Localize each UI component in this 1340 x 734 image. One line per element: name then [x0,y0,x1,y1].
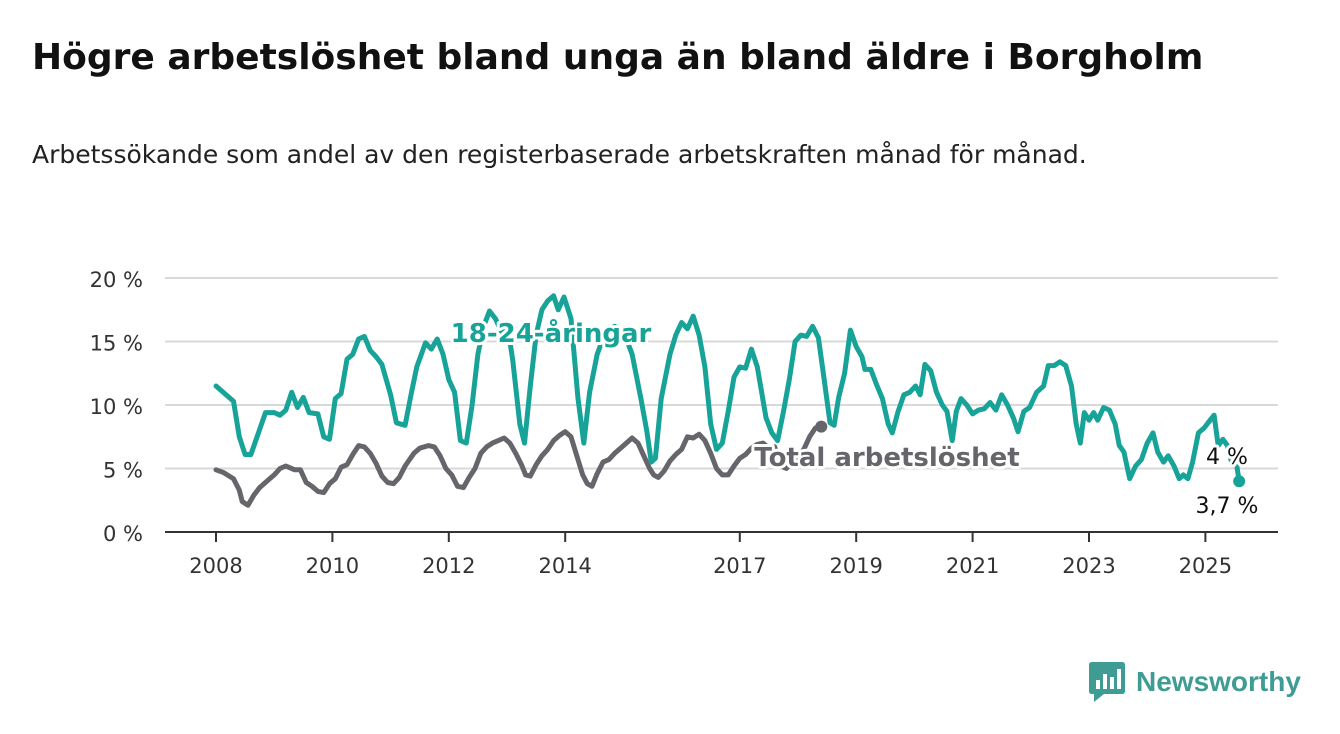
y-tick-label: 0 % [103,522,143,546]
end-label-total: 3,7 % [1196,494,1259,519]
y-tick-label: 5 % [103,459,143,483]
series-label-total: Total arbetslöshet [754,443,1019,473]
series-line-youth [213,293,1242,484]
brand-name: Newsworthy [1136,666,1301,697]
end-label-youth: 4 % [1206,445,1248,470]
brand-logo: Newsworthy [1088,660,1301,704]
series-label-youth: 18-24-åringar [451,317,652,349]
series-end-point-total [815,420,828,433]
x-tick-label: 2019 [829,554,882,578]
x-tick-label: 2017 [713,554,766,578]
x-tick-label: 2025 [1179,554,1232,578]
axes: 0 % 5 % 10 % 15 % 20 % 2008 2010 2012 2014 2017 20… [90,268,1278,578]
x-tick-label: 2012 [422,554,475,578]
series-lines [213,293,1246,508]
series-label-youth: 18-24-åringar [451,317,652,349]
x-tick-label: 2010 [306,554,359,578]
x-tick-label: 2014 [538,554,591,578]
grid-lines [165,277,1278,470]
x-tick-label: 2023 [1062,554,1115,578]
bar-chart-badge-icon [1089,662,1125,702]
chart-subtitle: Arbetssökande som andel av den registerb… [32,140,1087,169]
x-tick-label: 2021 [946,554,999,578]
y-tick-label: 10 % [90,395,143,419]
y-tick-label: 20 % [90,268,143,292]
series-end-point-youth [1233,475,1246,488]
series-label-total: Total arbetslöshet [754,443,1019,473]
series-line-total [213,424,824,508]
y-tick-label: 15 % [90,332,143,356]
chart-title: Högre arbetslöshet bland unga än bland ä… [32,37,1204,78]
x-tick-label: 2008 [189,554,242,578]
end-label-total: 3,7 % [1196,494,1259,519]
end-label-youth: 4 % [1206,445,1248,470]
